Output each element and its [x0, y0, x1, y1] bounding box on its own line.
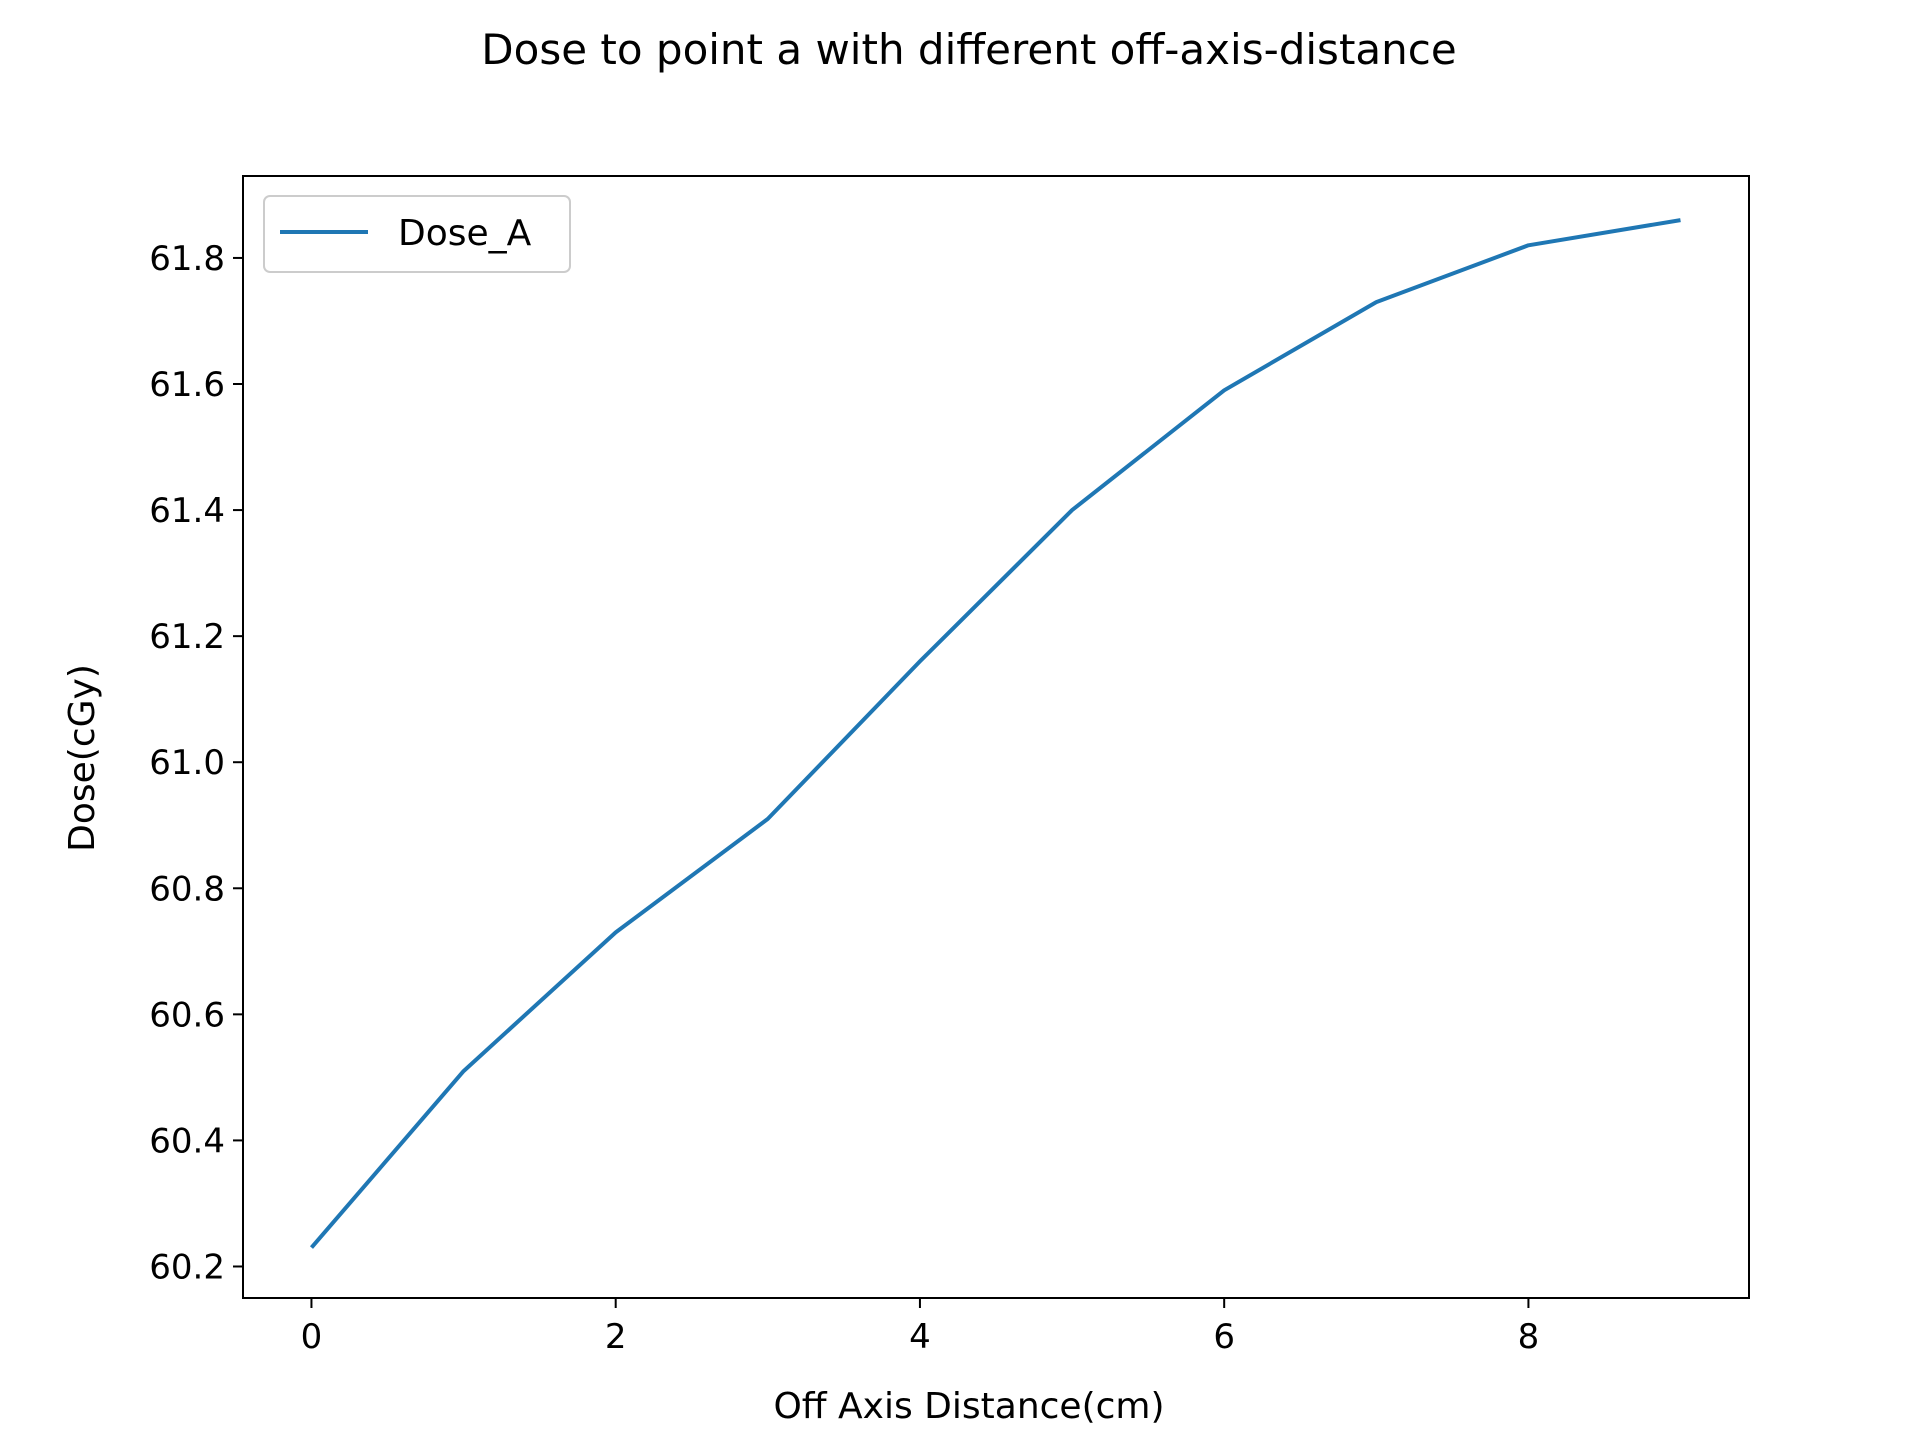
y-tick-label: 61.8 [149, 239, 225, 279]
plot-frame [242, 175, 1750, 1299]
y-tick-label: 60.8 [149, 869, 225, 909]
x-tick-label: 2 [605, 1317, 627, 1357]
x-tick-label: 0 [301, 1317, 323, 1357]
y-tick-label: 61.2 [149, 617, 225, 657]
legend-box [263, 195, 571, 273]
plot-area: 0 2 4 6 8 60.2 60.4 60.6 60.8 61.0 61.2 61.4 61.6 61… [149, 175, 1750, 1357]
y-axis-title: Dose(cGy) [62, 664, 103, 852]
series-line-dose-a [309, 218, 1681, 1249]
legend: Dose_A [263, 195, 571, 273]
x-tick-label: 8 [1518, 1317, 1540, 1357]
y-tick-label: 60.2 [149, 1247, 225, 1287]
y-tick-label: 61.4 [149, 491, 225, 531]
x-axis: 0 2 4 6 8 [301, 1298, 1540, 1357]
series-layer [309, 218, 1681, 1249]
y-tick-label: 60.4 [149, 1121, 225, 1161]
legend-label-dose-a: Dose_A [398, 213, 532, 254]
x-tick-label: 6 [1213, 1317, 1235, 1357]
y-tick-label: 60.6 [149, 995, 225, 1035]
y-tick-label: 61.0 [149, 743, 225, 783]
x-axis-title: Off Axis Distance(cm) [773, 1386, 1164, 1427]
x-tick-label: 4 [909, 1317, 931, 1357]
y-axis: 60.2 60.4 60.6 60.8 61.0 61.2 61.4 61.6 61.8 [149, 239, 243, 1287]
chart-title: Dose to point a with different off-axis-… [481, 25, 1456, 74]
y-tick-label: 61.6 [149, 365, 225, 405]
